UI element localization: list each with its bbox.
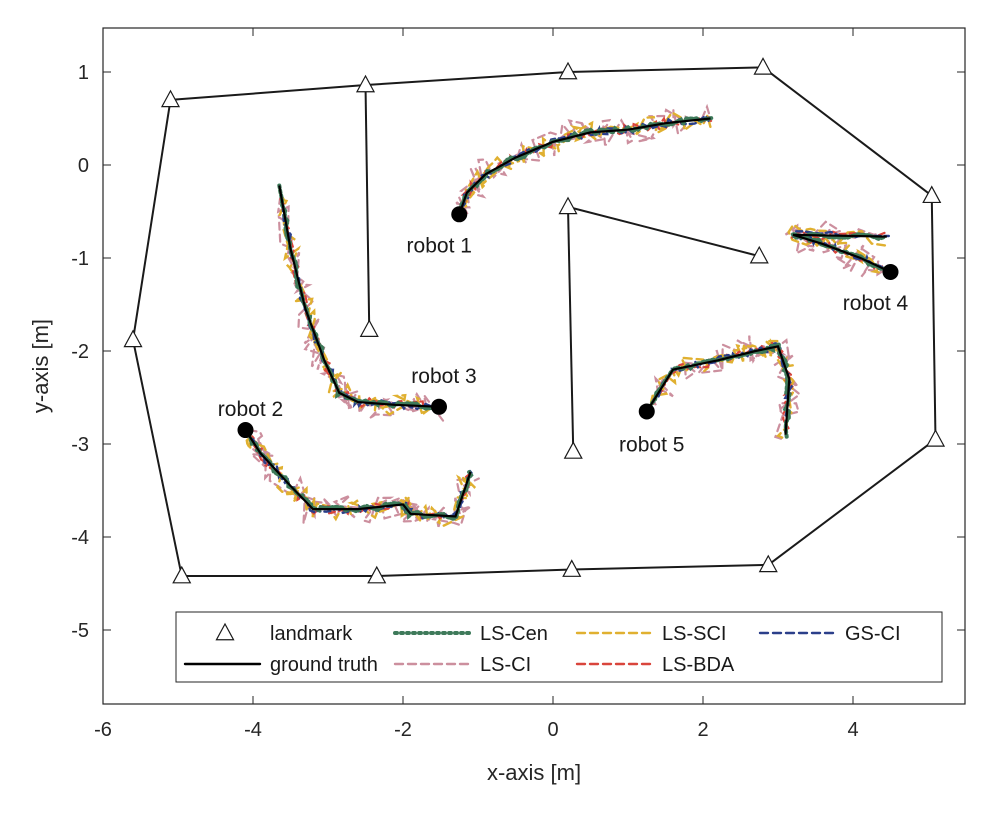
landmark-marker [123,329,143,348]
robot-label: robot 1 [407,234,472,257]
landmark-link [762,66,933,197]
legend-label: LS-BDA [662,654,735,676]
legend-item: LS-Cen [393,623,548,645]
x-tick-label: -6 [94,719,112,741]
landmark-link [376,568,572,578]
landmark-marker [172,565,192,584]
landmark-marker [558,196,578,215]
robots: robot 1 robot 2 robot 3 robot 4 robot 5 [218,206,909,456]
ls-ci-trajectory [455,103,713,216]
y-tick-label: 0 [78,155,89,177]
y-tick-label: 1 [78,62,89,84]
landmark-link [170,84,366,101]
landmark-marker [558,61,578,80]
robot-label: robot 5 [619,433,684,456]
ls-sci-trajectory [244,428,477,528]
landmark-link [365,71,569,87]
robot-label: robot 3 [411,365,476,388]
y-tick-label: -2 [71,341,89,363]
landmark-link [567,205,760,258]
landmark-link [364,85,371,330]
gs-ci-trajectory [458,114,710,216]
legend: landmark LS-Cen LS-SCI GS-CI ground truth LS-… [175,611,943,683]
y-tick-label: -3 [71,434,89,456]
legend-item: LS-SCI [575,623,726,645]
ground-truth-line [645,345,791,435]
legend-item: ground truth [183,654,378,676]
landmark-link [567,206,575,452]
landmark-link [132,339,183,577]
legend-landmark-swatch [215,622,235,641]
robot-marker [638,403,655,420]
x-tick-label: 2 [697,719,708,741]
x-tick-label: 4 [847,719,858,741]
landmark-marker [359,319,379,337]
landmark-marker [922,185,942,204]
y-axis-label: y-axis [m] [28,319,53,413]
robot-label: robot 4 [843,292,909,315]
landmark-link [132,99,172,340]
y-tick-label: -4 [71,527,89,549]
legend-item: LS-CI [393,654,531,676]
ground-truth-line [244,429,472,518]
robot-label: robot 2 [218,398,283,421]
legend-label: LS-Cen [480,623,548,645]
ground-truth-line [278,185,440,408]
x-tick-label: -4 [244,719,262,741]
landmarks [123,57,946,584]
ground-truth-line [458,117,711,215]
landmark-marker [749,245,769,264]
x-tick-label: 0 [547,719,558,741]
landmark-link [571,563,769,571]
landmark-links [132,66,937,578]
x-tick-label: -2 [394,719,412,741]
legend-label: ground truth [270,654,378,676]
legend-item: landmark [215,622,353,645]
legend-item: GS-CI [758,623,901,645]
legend-label: landmark [270,623,353,645]
landmark-marker [925,429,946,447]
plot-frame [102,27,966,705]
legend-label: LS-CI [480,654,531,676]
legend-label: GS-CI [845,623,901,645]
robot-marker [431,398,447,415]
landmark-marker [758,554,778,573]
landmark-marker [355,74,376,93]
axis-ticks: -6 -4 -2 0 2 4 1 0 -1 -2 -3 -4 -5 [71,28,965,741]
y-tick-label: -5 [71,620,89,642]
ground-truth-trajectories [244,117,891,518]
robot-marker [237,422,254,439]
landmark-marker [160,89,181,108]
legend-item: LS-BDA [575,654,735,676]
x-axis-label: x-axis [m] [487,760,581,785]
landmark-marker [562,559,582,577]
legend-label: LS-SCI [662,623,726,645]
landmark-link [767,438,937,566]
robot-marker [451,206,468,223]
landmark-link [567,66,764,73]
robot-marker [882,263,899,280]
landmark-marker [753,57,773,75]
landmark-link [930,195,937,440]
y-tick-label: -1 [71,248,89,270]
ground-truth-line [792,233,891,273]
landmark-marker [367,565,387,584]
legend-box [175,611,943,683]
landmark-marker [563,441,583,459]
